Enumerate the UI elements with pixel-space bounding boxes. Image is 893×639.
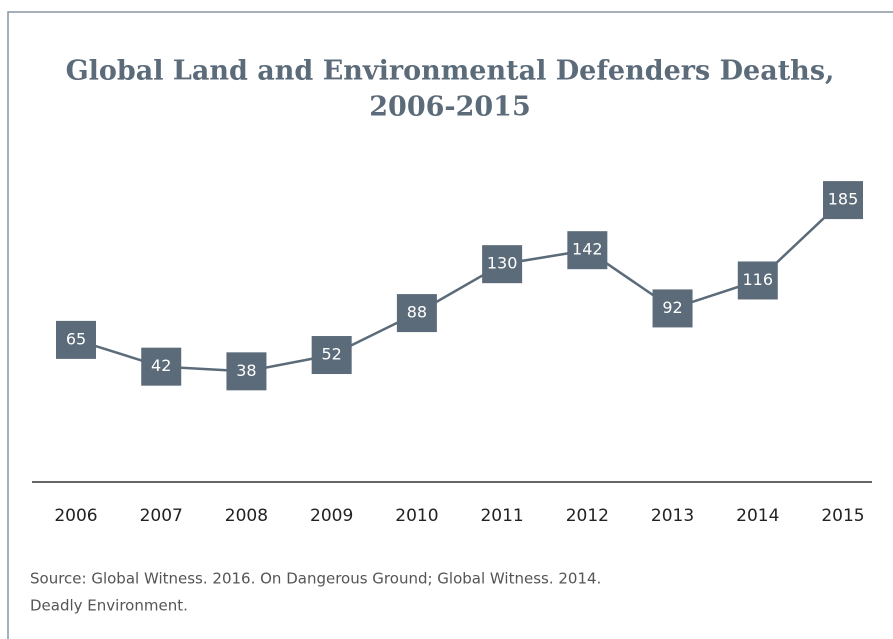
marker xyxy=(396,294,437,333)
marker xyxy=(823,181,863,220)
marker xyxy=(567,231,608,270)
marker xyxy=(226,352,267,391)
x-tick-label: 2007 xyxy=(140,506,183,526)
chart-title: 2006-2015 xyxy=(369,92,531,123)
x-tick-label: 2008 xyxy=(225,506,268,526)
x-tick-label: 2013 xyxy=(651,506,694,526)
marker xyxy=(311,336,352,375)
data-label: 185 xyxy=(828,190,859,209)
data-label: 38 xyxy=(236,361,256,380)
marker xyxy=(141,347,182,386)
source: Source: Global Witness. 2016. On Dangero… xyxy=(30,570,601,588)
data-label: 42 xyxy=(151,356,171,375)
data-label: 65 xyxy=(66,329,86,348)
data-label: 52 xyxy=(321,345,341,364)
data-label: 130 xyxy=(487,254,518,273)
data-label: 88 xyxy=(407,303,427,322)
x-tick-label: 2012 xyxy=(566,506,609,526)
marker xyxy=(482,245,523,284)
marker xyxy=(56,320,96,359)
frame xyxy=(7,11,893,639)
data-label: 92 xyxy=(662,298,682,317)
data-label: 142 xyxy=(572,240,603,259)
x-tick-label: 2010 xyxy=(395,506,438,526)
x-tick-label: 2015 xyxy=(821,506,864,526)
marker xyxy=(737,261,778,300)
x-tick-label: 2006 xyxy=(54,506,97,526)
marker xyxy=(652,289,693,328)
source: Deadly Environment. xyxy=(30,597,188,615)
x-tick-label: 2011 xyxy=(480,506,523,526)
x-tick-label: 2009 xyxy=(310,506,353,526)
chart-title: Global Land and Environmental Defenders … xyxy=(66,56,835,87)
x-tick-label: 2014 xyxy=(736,506,779,526)
line xyxy=(75,199,844,373)
data-label: 116 xyxy=(743,270,774,289)
